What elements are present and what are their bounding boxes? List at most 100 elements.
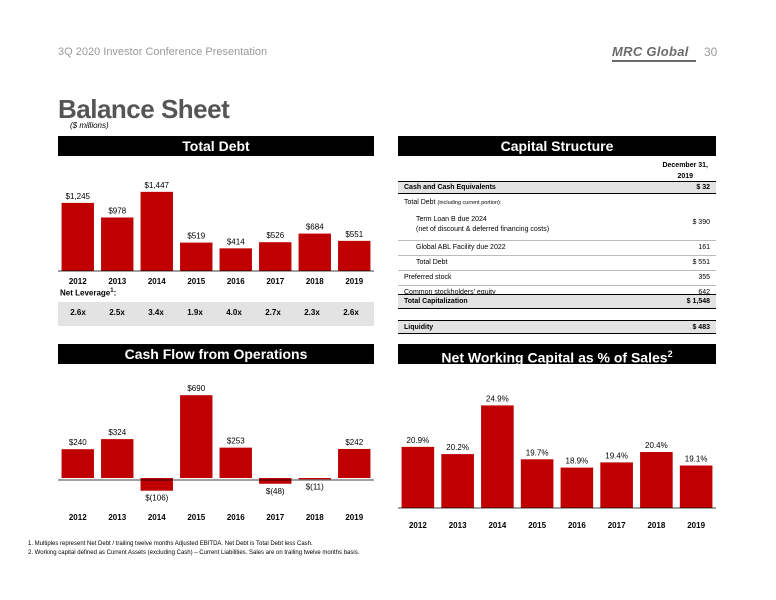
data-label: $253 [227,437,245,446]
category-label: 2015 [187,277,205,286]
nwc-header-footnote-ref: 2 [667,349,673,359]
cash-flow-chart-svg: $240 2012 $324 2013 $(106) 2014 $690 2015 $253 20… [58,384,374,522]
bar-2018 [640,452,673,508]
total-debt-label: Total Debt [416,259,448,266]
abl-value: 161 [698,244,710,251]
data-label: $414 [227,237,245,246]
table-date-header: December 31, 2019 [662,160,708,182]
category-label: 2019 [345,513,363,522]
data-label: 18.9% [566,457,589,466]
total-capitalization-row: Total Capitalization $ 1,548 [398,294,716,309]
page-number: 30 [704,45,718,59]
data-label: 19.4% [605,451,628,460]
data-label: $324 [108,428,126,437]
data-label: $(48) [266,487,285,496]
bar-2013 [101,217,134,271]
total-debt-chart-svg: $1,245 2012 $978 2013 $1,447 2014 $519 2015 $414… [58,181,374,286]
page-title: Balance Sheet [58,94,230,124]
category-label: 2019 [345,277,363,286]
data-label: $526 [266,231,284,240]
data-label: $978 [108,206,126,215]
term-loan-line1: Term Loan B due 2024 [416,216,487,223]
bar-2014 [481,405,514,508]
nwc-header: Net Working Capital as % of Sales2 [398,344,716,366]
bar-2016 [560,467,594,508]
category-label: 2014 [148,277,166,286]
category-label: 2013 [108,277,126,286]
data-label: $(11) [306,482,324,491]
abl-label: Global ABL Facility due 2022 [416,244,506,251]
data-label: $(106) [145,494,168,503]
bar-2012 [61,449,94,478]
nwc-chart-svg: 20.9% 2012 20.2% 2013 24.9% 2014 19.7% 2015 18.9… [398,394,716,530]
category-label: 2016 [568,521,586,530]
bar-2015 [180,395,213,478]
bar-2018 [298,233,331,271]
liquidity-label: Liquidity [404,324,434,331]
category-label: 2013 [449,521,467,530]
bar-2017 [259,478,292,484]
data-label: $551 [345,230,363,239]
bar-2015 [180,242,213,271]
bar-2013 [441,454,474,508]
presentation-title: 3Q 2020 Investor Conference Presentation [58,46,268,58]
total-debt-heading: Total Debt (including current portion): [404,199,501,206]
data-label: $1,245 [66,192,91,201]
data-label: $242 [345,438,363,447]
category-label: 2019 [687,521,705,530]
total-debt-chart: $1,245 2012 $978 2013 $1,447 2014 $519 2015 $414… [58,160,374,293]
nwc-header-title: Net Working Capital as % of Sales [441,349,668,366]
category-label: 2012 [409,521,427,530]
preferred-row: Preferred stock 355 [398,270,716,285]
total-debt-header: Total Debt [58,136,374,156]
category-label: 2018 [306,277,324,286]
footnote-1: 1. Multiples represent Net Debt / traili… [28,541,313,547]
nwc-chart: 20.9% 2012 20.2% 2013 24.9% 2014 19.7% 2015 18.9… [398,368,716,541]
data-label: $684 [306,223,324,232]
term-loan-row: Term Loan B due 2024 (net of discount & … [398,215,716,239]
abl-row: Global ABL Facility due 2022 161 [398,240,716,255]
bar-2017 [259,242,292,271]
term-loan-value: $ 390 [692,219,710,226]
logo-underline [612,60,696,62]
table-date-line2: 2019 [677,173,694,180]
bar-2017 [600,462,633,508]
cash-flow-chart: $240 2012 $324 2013 $(106) 2014 $690 2015 $253 20… [58,368,374,533]
category-label: 2015 [528,521,546,530]
bar-2014 [140,478,173,491]
data-label: 20.2% [446,443,469,452]
total-debt-row: Total Debt $ 551 [398,255,716,270]
category-label: 2018 [306,513,324,522]
cash-flow-header: Cash Flow from Operations [58,344,374,364]
category-label: 2013 [108,513,126,522]
net-leverage-value: 3.4x [148,308,164,317]
total-capitalization-value: $ 1,548 [686,298,710,305]
category-label: 2015 [187,513,205,522]
net-leverage-value: 4.0x [226,308,242,317]
category-label: 2017 [266,513,284,522]
liquidity-row: Liquidity $ 483 [398,320,716,334]
company-logo: MRC Global [612,44,689,59]
preferred-value: 355 [698,274,710,281]
data-label: 19.1% [685,455,708,464]
bar-2015 [520,459,554,508]
data-label: $1,447 [145,181,170,190]
net-leverage-value: 2.3x [304,308,320,317]
total-debt-heading-note: (including current portion): [437,200,502,206]
category-label: 2018 [647,521,665,530]
category-label: 2017 [608,521,626,530]
equity-value: 642 [698,289,710,296]
data-label: 19.7% [526,448,549,457]
data-label: $690 [187,384,205,393]
total-debt-value: $ 551 [692,259,710,266]
total-debt-heading-row: Total Debt (including current portion): [398,199,716,211]
footnote-2: 2. Working capital defined as Current As… [28,550,360,556]
net-leverage-value: 2.6x [343,308,359,317]
cash-label: Cash and Cash Equivalents [404,184,496,191]
net-leverage-value: 2.6x [70,308,86,317]
category-label: 2017 [266,277,284,286]
preferred-label: Preferred stock [404,274,452,281]
bar-2012 [401,446,435,508]
bar-2019 [679,465,713,508]
net-leverage-label-text: Net Leverage [60,288,111,298]
